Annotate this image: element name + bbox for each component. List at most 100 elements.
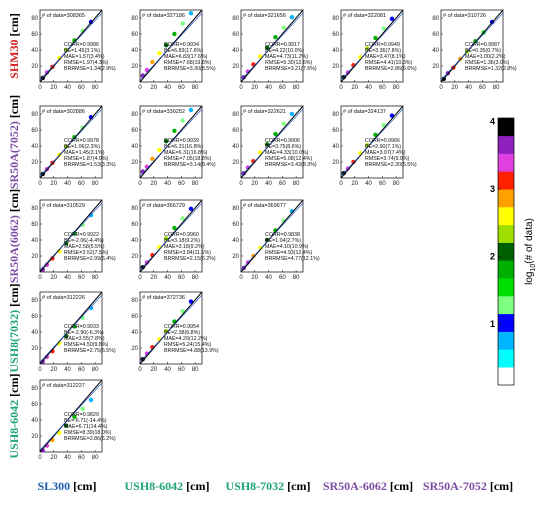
x-tick-label: 80: [393, 85, 400, 91]
column-label-name: SR50A-6062: [323, 479, 387, 493]
column-label-name: SR50A-7052: [423, 479, 487, 493]
x-tick-label: 0: [138, 85, 142, 91]
y-tick-label: 80: [332, 112, 339, 118]
fit-line: [39, 294, 103, 363]
stat-text: BE=1.45(3.1%): [64, 48, 100, 54]
panel-title: # of data=310529: [42, 203, 85, 209]
row-label-unit: [cm]: [7, 95, 21, 118]
x-tick-label: 80: [92, 181, 99, 187]
one-to-one-line: [440, 9, 504, 83]
x-tick-label: 60: [279, 181, 286, 187]
colorbar-swatch: [498, 242, 514, 261]
scatter-point: [140, 73, 145, 78]
stat-text: BRRMSE=2.86(6.6%): [365, 66, 417, 72]
scatter-point: [72, 231, 77, 236]
row-label-name: USH8-6042: [7, 400, 21, 459]
scatter-point: [381, 26, 386, 31]
one-to-one-line: [240, 9, 304, 83]
scatter-point: [258, 150, 263, 155]
x-tick-label: 60: [178, 275, 185, 281]
x-tick-label: 20: [50, 181, 57, 187]
stat-text: RMSE=7.05(18.8%): [164, 156, 211, 162]
scatter-point: [389, 113, 395, 118]
y-tick-label: 20: [332, 64, 339, 70]
stat-text: MAE=4.10(10.9%): [265, 244, 309, 250]
colorbar-label-part: log: [524, 272, 535, 285]
scatter-point: [80, 315, 85, 320]
stat-text: CORR=0.9949: [365, 42, 400, 48]
one-to-one-line: [39, 379, 103, 453]
row-label-name: SR50A(6062): [7, 215, 21, 283]
y-tick-label: 80: [332, 16, 339, 22]
fit-line: [39, 202, 103, 271]
y-tick-label: 20: [232, 64, 239, 70]
stat-text: BRRMSE=2.99(6.4%): [64, 256, 116, 262]
panel-title: # of data=366729: [142, 203, 185, 209]
row-label-name: SR50A(7052): [7, 121, 21, 189]
y-tick-label: 60: [131, 32, 138, 38]
x-tick-label: 20: [150, 181, 157, 187]
fit-line: [240, 202, 304, 271]
scatter-point: [373, 35, 378, 41]
colorbar-frame: [497, 117, 515, 386]
stat-text: BRRMSE=1.53(3.3%): [64, 162, 116, 168]
scatter-point: [188, 206, 194, 211]
y-tick-label: 40: [31, 144, 38, 150]
x-tick-label: 0: [38, 275, 42, 281]
stat-text: MAE=1.45(3.1%): [64, 150, 105, 156]
y-tick-label: 20: [31, 254, 38, 260]
stat-text: BE=-2.06(-4.4%): [64, 238, 104, 244]
x-tick-label: 0: [38, 85, 42, 91]
panel-title: # of data=322081: [343, 13, 386, 19]
one-to-one-line: [340, 105, 404, 179]
colorbar-swatch: [498, 331, 514, 350]
row-label-unit: [cm]: [7, 284, 21, 307]
stat-text: MAE=6.71(14.4%): [64, 424, 108, 430]
stat-text: MAE=2.58(5.5%): [64, 244, 105, 250]
colorbar-label: log10(# of data): [524, 218, 537, 285]
x-tick-label: 0: [439, 85, 443, 91]
x-tick-label: 80: [192, 275, 199, 281]
scatter-point: [251, 253, 256, 259]
x-tick-label: 0: [38, 455, 42, 461]
stat-text: BE=2.38(6.8%): [164, 330, 200, 336]
stat-text: BE=-6.71(-14.4%): [64, 418, 107, 424]
y-tick-label: 40: [31, 418, 38, 424]
x-tick-label: 40: [265, 181, 272, 187]
x-tick-label: 0: [339, 85, 343, 91]
stat-text: MAE=3.07(7.4%): [365, 150, 406, 156]
y-tick-label: 60: [232, 128, 239, 134]
colorbar-swatch: [498, 135, 514, 154]
colorbar-tick-label: 4: [490, 116, 495, 126]
y-tick-label: 40: [232, 144, 239, 150]
x-tick-label: 60: [178, 181, 185, 187]
y-tick-label: 20: [31, 346, 38, 352]
x-tick-label: 60: [78, 275, 85, 281]
stat-text: BRRMSE=1.34(2.9%): [64, 66, 116, 72]
stat-text: CORR=0.9986: [64, 42, 99, 48]
y-tick-label: 40: [131, 144, 138, 150]
scatter-point: [281, 25, 286, 30]
stat-text: RMSE=5.30(12.6%): [265, 60, 312, 66]
scatter-point: [57, 430, 62, 435]
panel-title: # of data=372736: [142, 295, 185, 301]
y-tick-label: 80: [31, 112, 38, 118]
y-tick-label: 20: [31, 160, 38, 166]
colorbar-tick-label: 1: [490, 319, 495, 329]
stat-text: BE=2.90(7.1%): [365, 144, 401, 150]
column-label: SR50A-6062 [cm]: [323, 479, 413, 493]
scatter-point: [88, 305, 94, 311]
x-tick-label: 20: [251, 181, 258, 187]
scatter-point: [172, 225, 177, 231]
y-tick-label: 80: [131, 298, 138, 304]
x-tick-label: 0: [138, 275, 142, 281]
panel-title: # of data=322621: [243, 109, 286, 115]
one-to-one-line: [39, 105, 103, 179]
stat-text: RMSE=4.41(10.3%): [365, 60, 412, 66]
x-tick-label: 20: [50, 455, 57, 461]
scatter-point: [264, 142, 270, 147]
panel-title: # of data=324137: [343, 109, 386, 115]
scatter-point: [264, 237, 270, 243]
x-tick-label: 80: [92, 275, 99, 281]
stat-text: BRRMSE=3.14(8.4%): [164, 162, 216, 168]
